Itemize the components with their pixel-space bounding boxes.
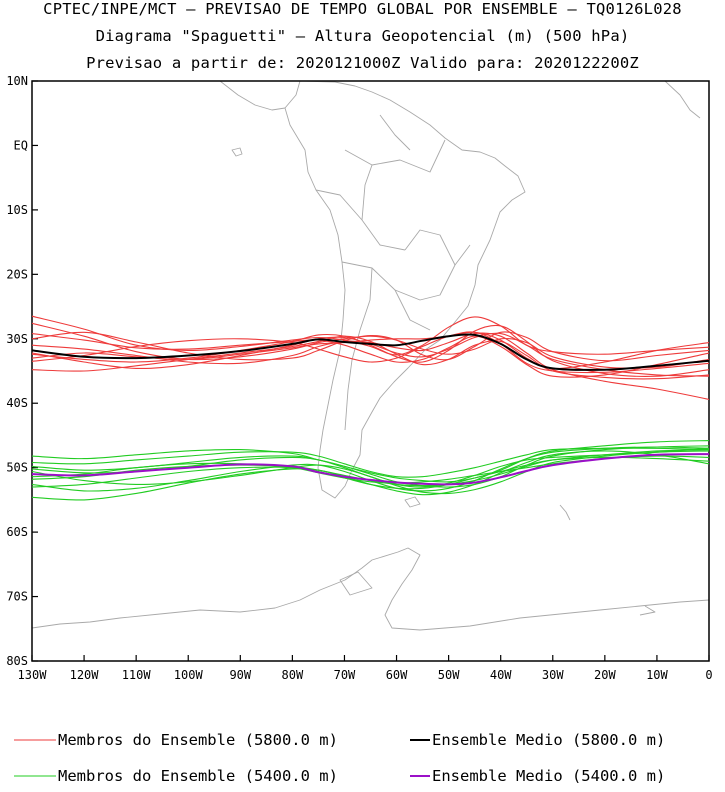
y-tick-label: EQ xyxy=(14,138,28,152)
legend: Membros do Ensemble (5800.0 m) Ensemble M… xyxy=(14,731,665,785)
x-tick-label: 10W xyxy=(646,668,668,682)
x-tick-label: 50W xyxy=(438,668,460,682)
x-tick-label: 60W xyxy=(386,668,408,682)
x-tick-label: 90W xyxy=(229,668,251,682)
member-5400-line xyxy=(32,440,709,483)
y-tick-label: 50S xyxy=(6,461,28,475)
y-tick-label: 30S xyxy=(6,332,28,346)
legend-label: Membros do Ensemble (5800.0 m) xyxy=(58,731,338,749)
y-tick-label: 10N xyxy=(6,74,28,88)
member-5400-line xyxy=(32,450,709,501)
member-5800-line xyxy=(32,332,709,377)
member-5400-line xyxy=(32,450,709,495)
member-5800-line xyxy=(32,322,709,369)
x-tick-label: 130W xyxy=(18,668,48,682)
member-5800-line xyxy=(32,324,709,377)
x-tick-label: 100W xyxy=(174,668,204,682)
legend-label: Membros do Ensemble (5400.0 m) xyxy=(58,767,338,785)
chart-title-line-1: CPTEC/INPE/MCT – PREVISAO DE TEMPO GLOBA… xyxy=(43,0,682,18)
member-5400-line xyxy=(32,447,709,478)
x-tick-label: 120W xyxy=(70,668,100,682)
x-tick-label: 20W xyxy=(594,668,616,682)
member-5400-line xyxy=(32,456,709,490)
x-tick-label: 80W xyxy=(282,668,304,682)
axes: 130W 120W 110W 100W 90W 80W 70W 60W 50W 40W 30W 20W… xyxy=(6,74,712,682)
plot-frame xyxy=(31,80,710,662)
mean-5400-line xyxy=(32,453,709,486)
member-5800-line xyxy=(32,331,709,369)
member-5800-line xyxy=(32,333,709,378)
x-tick-label: 40W xyxy=(490,668,512,682)
member-5800-line xyxy=(32,332,709,400)
y-tick-label: 60S xyxy=(6,525,28,539)
y-tick-label: 40S xyxy=(6,396,28,410)
coastline-map xyxy=(32,81,709,631)
x-tick-label: 70W xyxy=(334,668,356,682)
chart-title-line-2: Diagrama "Spaguetti" – Altura Geopotenci… xyxy=(95,27,630,45)
y-tick-label: 70S xyxy=(6,590,28,604)
legend-label: Ensemble Medio (5400.0 m) xyxy=(432,767,665,785)
y-tick-label: 10S xyxy=(6,203,28,217)
x-tick-label: 110W xyxy=(122,668,152,682)
legend-label: Ensemble Medio (5800.0 m) xyxy=(432,731,665,749)
chart-title-line-3: Previsao a partir de: 2020121000Z Valido… xyxy=(86,54,639,72)
y-tick-label: 80S xyxy=(6,654,28,668)
x-tick-label: 30W xyxy=(542,668,564,682)
x-tick-label: 0 xyxy=(705,668,712,682)
series-layer xyxy=(32,315,709,501)
mean-5800-line xyxy=(32,333,709,371)
y-tick-label: 20S xyxy=(6,267,28,281)
